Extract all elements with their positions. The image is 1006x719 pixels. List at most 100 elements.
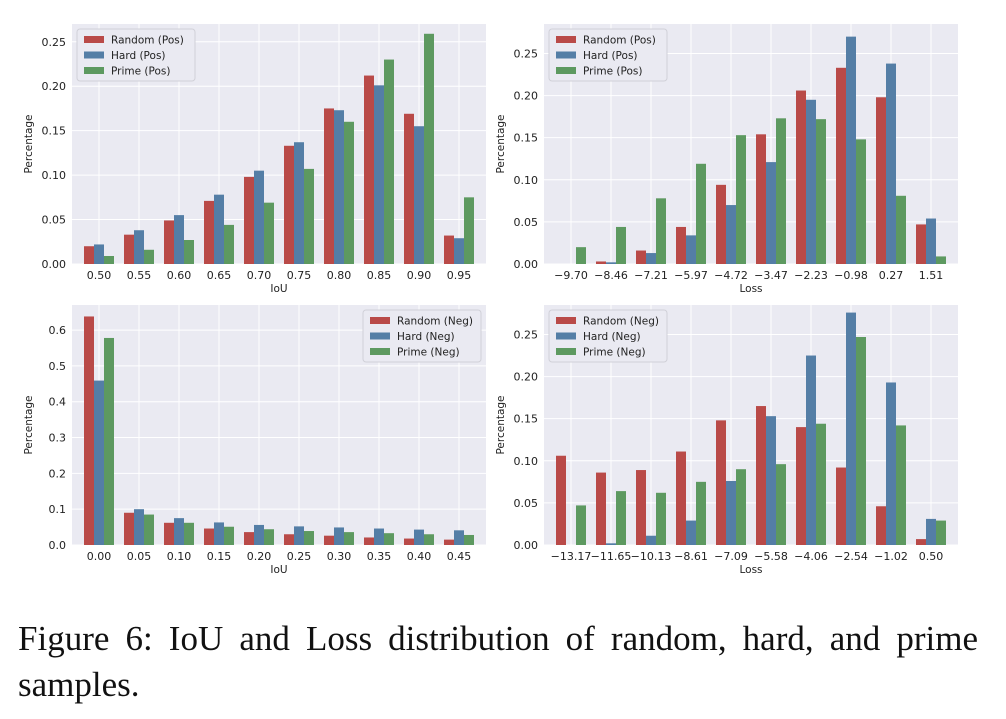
legend-entry: Prime (Pos) — [111, 66, 170, 78]
y-axis-label: Percentage — [495, 395, 507, 454]
x-tick-label: 0.25 — [287, 550, 312, 563]
bar — [104, 337, 114, 545]
bar — [876, 97, 886, 265]
x-tick-label: 1.51 — [919, 269, 944, 282]
bar — [134, 230, 144, 264]
bar — [636, 470, 646, 545]
bar — [344, 532, 354, 545]
y-axis-label: Percentage — [23, 114, 35, 173]
bar — [164, 522, 174, 545]
bar — [656, 492, 666, 545]
bar — [244, 532, 254, 545]
bar — [384, 533, 394, 545]
bar — [334, 527, 344, 545]
x-tick-label: 0.05 — [127, 550, 152, 563]
x-tick-label: 0.80 — [327, 269, 352, 282]
bar — [244, 176, 254, 264]
bar — [214, 194, 224, 264]
bar — [596, 472, 606, 545]
bar — [606, 543, 616, 545]
bar — [766, 416, 776, 545]
y-tick-label: 0.20 — [514, 371, 539, 384]
bar — [414, 126, 424, 264]
bar — [726, 205, 736, 264]
bar — [816, 119, 826, 264]
bar — [616, 226, 626, 264]
bar — [374, 528, 384, 545]
bar — [374, 85, 384, 264]
x-tick-label: −1.02 — [874, 550, 908, 563]
bar — [886, 63, 896, 264]
bar — [856, 337, 866, 545]
legend-swatch — [556, 51, 576, 59]
legend-entry: Prime (Neg) — [583, 347, 646, 359]
bar — [846, 36, 856, 265]
y-tick-label: 0.2 — [49, 467, 67, 480]
bar — [304, 168, 314, 264]
legend-swatch — [370, 348, 390, 355]
bar — [324, 535, 334, 545]
bar — [224, 224, 234, 264]
legend-entry: Random (Pos) — [111, 35, 184, 47]
y-tick-label: 0.5 — [49, 360, 67, 373]
bar — [926, 218, 936, 264]
bar — [616, 491, 626, 545]
bar — [424, 534, 434, 545]
x-tick-label: −4.06 — [794, 550, 828, 563]
legend: Random (Neg) Hard (Neg) Prime (Neg) — [548, 309, 668, 363]
x-axis-label: IoU — [270, 564, 287, 576]
y-tick-label: 0.25 — [514, 328, 539, 341]
bar — [204, 200, 214, 264]
bar — [294, 526, 304, 545]
x-tick-label: −3.47 — [754, 269, 788, 282]
bar — [646, 535, 656, 545]
legend-entry: Hard (Pos) — [583, 50, 638, 62]
bar — [766, 162, 776, 264]
x-tick-label: −2.54 — [834, 550, 868, 563]
x-tick-label: −7.21 — [634, 269, 668, 282]
y-tick-label: 0.20 — [42, 80, 67, 93]
bar — [404, 538, 414, 545]
x-tick-label: 0.27 — [879, 269, 904, 282]
chart-1: 0.00 0.05 0.10 0.15 0.20 0.25 0.50 0.55 0.60 0.65… — [23, 24, 486, 295]
bar — [716, 420, 726, 545]
bar — [696, 163, 706, 264]
x-tick-label: −7.09 — [714, 550, 748, 563]
bar — [736, 135, 746, 264]
figure: 0.00 0.05 0.10 0.15 0.20 0.25 0.50 0.55 0.60 0.65… — [23, 24, 958, 576]
legend-entry: Prime (Neg) — [397, 347, 460, 359]
y-tick-label: 0.3 — [49, 432, 67, 445]
legend-entry: Prime (Pos) — [583, 66, 642, 78]
legend: Random (Neg) Hard (Neg) Prime (Neg) — [362, 309, 482, 363]
bar — [836, 467, 846, 545]
figure-caption: Figure 6: IoU and Loss distribution of r… — [18, 619, 978, 704]
bar — [886, 382, 896, 545]
x-tick-label: −0.98 — [834, 269, 868, 282]
bar — [686, 520, 696, 545]
bar — [144, 249, 154, 264]
bar — [94, 244, 104, 264]
y-tick-label: 0.4 — [49, 396, 67, 409]
bar — [404, 113, 414, 265]
bar — [264, 202, 274, 264]
x-tick-label: −5.97 — [674, 269, 708, 282]
bar — [936, 520, 946, 545]
bar — [916, 539, 926, 545]
legend-entry: Random (Neg) — [397, 316, 473, 328]
y-tick-label: 0.10 — [514, 455, 539, 468]
legend-swatch — [556, 317, 576, 324]
bar — [184, 522, 194, 545]
x-tick-label: 0.70 — [247, 269, 272, 282]
y-axis-label: Percentage — [23, 395, 35, 454]
x-axis-label: Loss — [739, 283, 762, 295]
y-tick-label: 0.15 — [514, 132, 539, 145]
bar — [124, 512, 134, 545]
x-tick-label: −2.23 — [794, 269, 828, 282]
x-axis-label: Loss — [739, 564, 762, 576]
bar — [896, 195, 906, 264]
bar — [174, 215, 184, 264]
y-tick-label: 0.25 — [42, 36, 67, 49]
bar — [576, 505, 586, 545]
bar — [896, 425, 906, 545]
x-tick-label: 0.90 — [407, 269, 432, 282]
